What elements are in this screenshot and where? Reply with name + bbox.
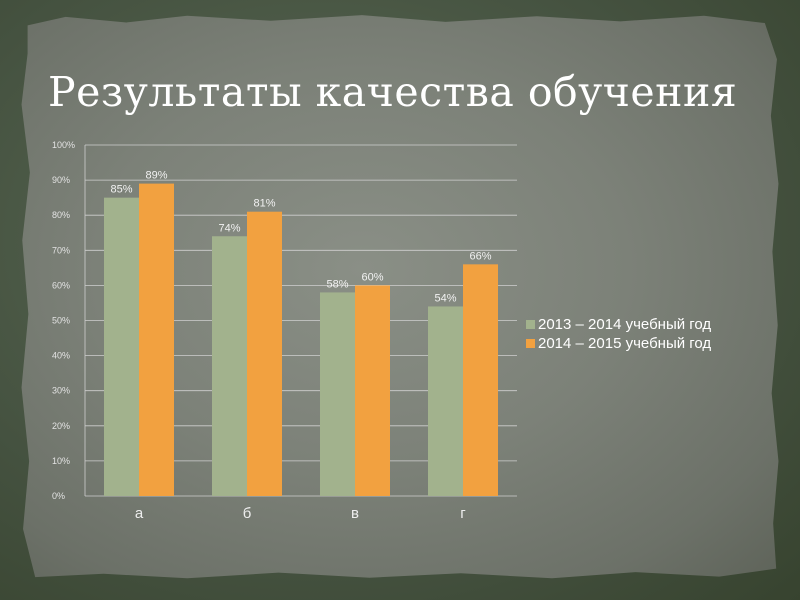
data-label-series-2: 81% xyxy=(253,198,275,210)
y-tick-label: 0% xyxy=(52,491,65,501)
legend-swatch-series-1 xyxy=(526,320,535,329)
chart-data-labels: 85% 89% 74% 81% 58% 60% 54% 66% xyxy=(110,170,491,305)
legend-item-series-2: 2014 – 2015 учебный год xyxy=(526,334,711,353)
x-category-label: б xyxy=(243,505,252,522)
x-category-label: в xyxy=(351,505,359,522)
bar-series-1 xyxy=(212,236,247,496)
bar-series-1 xyxy=(320,292,355,496)
bar-series-2 xyxy=(139,183,174,497)
y-tick-label: 80% xyxy=(52,210,70,220)
y-tick-label: 100% xyxy=(52,140,75,150)
bar-series-2 xyxy=(247,211,282,496)
y-tick-label: 90% xyxy=(52,175,70,185)
y-tick-label: 60% xyxy=(52,280,70,290)
data-label-series-2: 89% xyxy=(145,170,167,182)
x-category-label: г xyxy=(460,505,466,522)
legend-label-series-2: 2014 – 2015 учебный год xyxy=(538,335,712,352)
bar-series-2 xyxy=(463,264,498,496)
data-label-series-1: 85% xyxy=(110,184,132,196)
y-axis-ticks: 0% 10% 20% 30% 40% 50% 60% 70% 80% 90% 100% xyxy=(52,140,75,501)
bar-series-1 xyxy=(104,197,139,496)
data-label-series-1: 58% xyxy=(326,278,348,290)
y-tick-label: 40% xyxy=(52,351,70,361)
bar-series-2 xyxy=(355,285,390,496)
legend-label-series-1: 2013 – 2014 учебный год xyxy=(538,316,712,333)
legend-item-series-1: 2013 – 2014 учебный год xyxy=(526,315,711,334)
y-tick-label: 10% xyxy=(52,456,70,466)
chart-legend: 2013 – 2014 учебный год 2014 – 2015 учеб… xyxy=(526,315,711,353)
legend-swatch-series-2 xyxy=(526,339,535,348)
y-tick-label: 30% xyxy=(52,386,70,396)
y-tick-label: 20% xyxy=(52,421,70,431)
x-axis-categories: а б в г xyxy=(135,505,466,522)
data-label-series-2: 66% xyxy=(469,250,491,262)
bar-series-1 xyxy=(428,306,463,496)
y-tick-label: 70% xyxy=(52,245,70,255)
data-label-series-1: 74% xyxy=(218,222,240,234)
x-category-label: а xyxy=(135,505,144,522)
chart-bars xyxy=(104,183,498,497)
data-label-series-2: 60% xyxy=(361,271,383,283)
y-tick-label: 50% xyxy=(52,316,70,326)
data-label-series-1: 54% xyxy=(434,292,456,304)
slide-title: Результаты качества обучения xyxy=(48,68,738,116)
